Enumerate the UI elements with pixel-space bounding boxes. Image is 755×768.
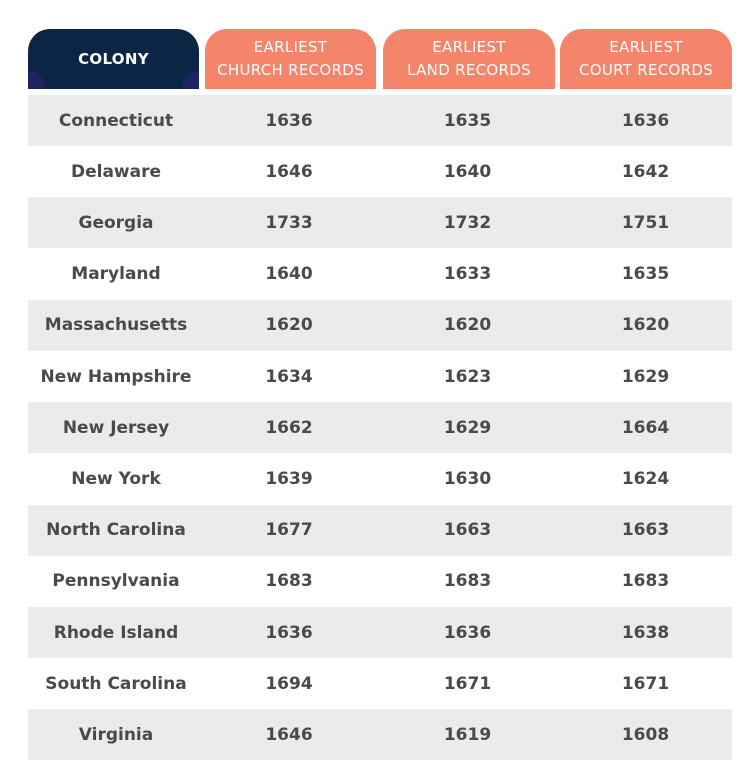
- header-court-records: EARLIEST COURT RECORDS: [560, 29, 732, 89]
- church-records-cell: 1634: [265, 366, 313, 387]
- table-row: New Hampshire 1634 1623 1629: [28, 351, 732, 402]
- table-row: Massachusetts 1620 1620 1620: [28, 299, 732, 351]
- land-records-cell: 1619: [443, 724, 492, 745]
- table-row: South Carolina 1694 1671 1671: [28, 658, 732, 709]
- header-court-records-label: EARLIEST COURT RECORDS: [578, 38, 714, 79]
- table-row: Georgia 1733 1732 1751: [28, 197, 732, 249]
- land-records-cell: 1635: [443, 110, 492, 131]
- court-records-cell: 1638: [621, 622, 670, 643]
- land-records-cell: 1623: [443, 366, 492, 387]
- colony-cell: Georgia: [78, 212, 154, 233]
- church-records-cell: 1694: [265, 673, 313, 694]
- church-records-cell: 1683: [265, 571, 313, 592]
- table-row: Pennsylvania 1683 1683 1683: [28, 556, 732, 607]
- land-records-cell: 1633: [443, 264, 492, 285]
- colony-cell: Maryland: [71, 264, 161, 285]
- table-row: Maryland 1640 1633 1635: [28, 249, 732, 300]
- court-records-cell: 1751: [621, 212, 670, 233]
- court-records-cell: 1664: [621, 417, 670, 438]
- colony-cell: Virginia: [78, 724, 154, 745]
- court-records-cell: 1663: [621, 520, 670, 541]
- header-land-records-label: EARLIEST LAND RECORDS: [407, 38, 531, 79]
- land-records-cell: 1636: [443, 622, 492, 643]
- court-records-cell: 1620: [621, 315, 670, 336]
- court-records-cell: 1642: [621, 161, 670, 182]
- court-records-cell: 1683: [621, 571, 670, 592]
- table-row: New Jersey 1662 1629 1664: [28, 402, 732, 454]
- header-colony: COLONY: [28, 29, 199, 89]
- court-records-cell: 1636: [621, 110, 670, 131]
- land-records-cell: 1683: [443, 571, 492, 592]
- land-records-cell: 1640: [443, 161, 492, 182]
- land-records-cell: 1629: [443, 417, 492, 438]
- church-records-cell: 1733: [265, 212, 313, 233]
- table-row: Rhode Island 1636 1636 1638: [28, 607, 732, 658]
- court-records-cell: 1635: [621, 264, 670, 285]
- church-records-cell: 1636: [265, 110, 313, 131]
- land-records-cell: 1663: [443, 520, 492, 541]
- table-row: New York 1639 1630 1624: [28, 453, 732, 504]
- header-church-records: EARLIEST CHURCH RECORDS: [205, 29, 376, 89]
- colony-cell: North Carolina: [46, 520, 186, 541]
- church-records-cell: 1677: [265, 520, 313, 541]
- church-records-cell: 1639: [265, 468, 313, 489]
- court-records-cell: 1624: [621, 468, 670, 489]
- colony-cell: New Hampshire: [40, 366, 192, 387]
- table-row: Connecticut 1636 1635 1636: [28, 95, 732, 146]
- colony-cell: Pennsylvania: [52, 571, 180, 592]
- colony-cell: New Jersey: [62, 417, 170, 438]
- court-records-cell: 1671: [621, 673, 670, 694]
- church-records-cell: 1636: [265, 622, 313, 643]
- colony-cell: Massachusetts: [44, 315, 188, 336]
- court-records-cell: 1608: [621, 724, 670, 745]
- church-records-cell: 1646: [265, 724, 313, 745]
- header-church-records-label: EARLIEST CHURCH RECORDS: [217, 38, 364, 79]
- colony-cell: South Carolina: [45, 673, 187, 694]
- land-records-cell: 1671: [443, 673, 492, 694]
- church-records-cell: 1646: [265, 161, 313, 182]
- colony-cell: New York: [71, 468, 161, 489]
- land-records-cell: 1732: [443, 212, 492, 233]
- church-records-cell: 1640: [265, 264, 313, 285]
- table-row: Virginia 1646 1619 1608: [28, 709, 732, 761]
- header-land-records: EARLIEST LAND RECORDS: [383, 29, 555, 89]
- table-row: Delaware 1646 1640 1642: [28, 146, 732, 197]
- table-row: North Carolina 1677 1663 1663: [28, 504, 732, 556]
- land-records-cell: 1620: [443, 315, 492, 336]
- land-records-cell: 1630: [443, 468, 492, 489]
- court-records-cell: 1629: [621, 366, 670, 387]
- colony-cell: Delaware: [70, 161, 162, 182]
- church-records-cell: 1620: [265, 315, 313, 336]
- colony-cell: Connecticut: [58, 110, 174, 131]
- church-records-cell: 1662: [265, 417, 313, 438]
- header-colony-label: COLONY: [78, 49, 149, 68]
- colony-cell: Rhode Island: [53, 622, 179, 643]
